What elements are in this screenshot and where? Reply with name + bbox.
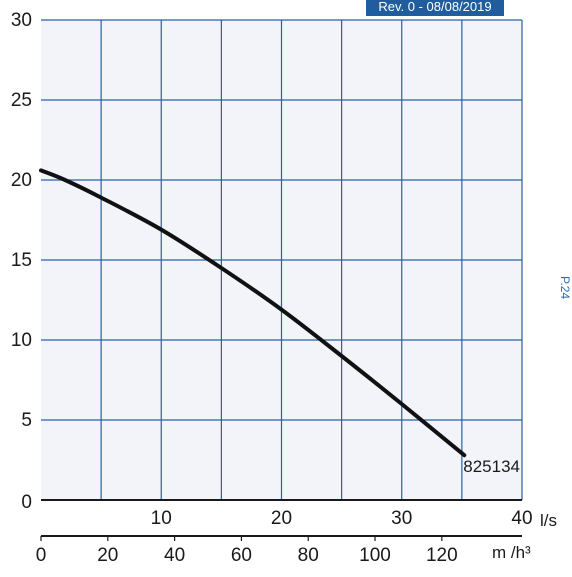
y-tick-label: 15	[11, 250, 32, 271]
series-label: 825134	[463, 457, 520, 476]
y-tick-label: 30	[11, 10, 32, 31]
x-tick-label: 10	[151, 508, 172, 529]
x-tick-label: 30	[391, 508, 412, 529]
y-tick-label: 10	[11, 330, 32, 351]
flow-m3h-unit-label: m /h³	[492, 543, 531, 562]
x-tick-label: 40	[511, 508, 532, 529]
y-tick-label: 25	[11, 90, 32, 111]
flow-m3h-tick-label: 40	[164, 545, 185, 566]
flow-m3h-tick-label: 100	[359, 545, 391, 566]
tick-labels: 0 5 10 15 20 25 30 10 20 30 40 0 20 40 60 80 100 120	[11, 10, 533, 566]
revision-badge: Rev. 0 - 08/08/2019	[366, 0, 504, 16]
flow-m3h-tick-label: 20	[97, 545, 118, 566]
pump-curve-series	[39, 168, 467, 458]
flow-m3h-tick-label: 0	[36, 545, 47, 566]
grid-lines	[41, 19, 523, 500]
flow-m3h-tick-label: 60	[231, 545, 252, 566]
flow-m3h-tick-label: 120	[426, 545, 458, 566]
y-tick-label: 20	[11, 170, 32, 191]
x-axis-unit-label: l/s	[540, 511, 557, 530]
y-tick-label: 5	[21, 410, 32, 431]
side-page-mark: P.24	[561, 276, 572, 300]
x-tick-label: 20	[271, 508, 292, 529]
y-tick-label: 0	[21, 492, 32, 513]
flow-m3h-tick-label: 80	[298, 545, 319, 566]
